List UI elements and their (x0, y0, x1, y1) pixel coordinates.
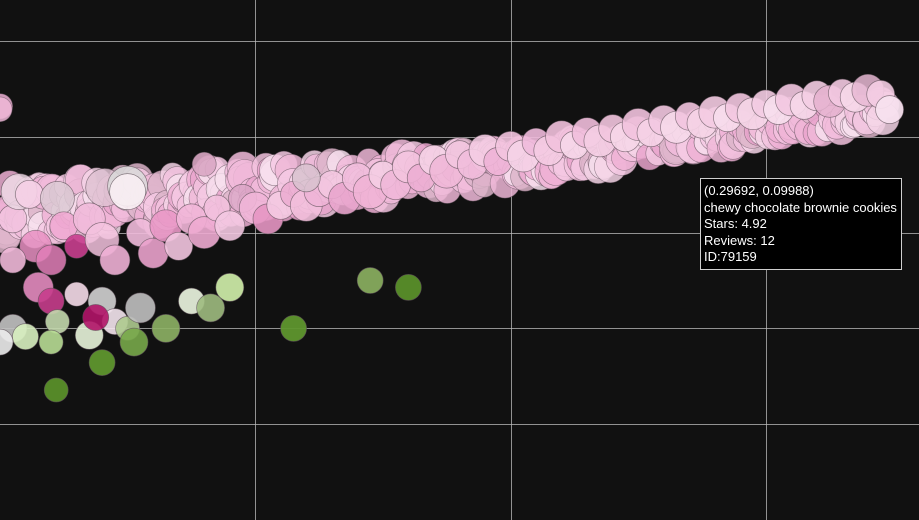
data-point-75[interactable] (191, 151, 217, 177)
tooltip-reviews: Reviews: 12 (704, 232, 775, 248)
data-point-79[interactable] (64, 281, 89, 307)
data-point-tooltip: (0.29692, 0.09988) chewy chocolate brown… (700, 178, 902, 270)
tooltip-coordinates: (0.29692, 0.09988) (704, 183, 814, 198)
data-point-3[interactable] (0, 246, 27, 274)
band-point-1[interactable] (0, 96, 13, 122)
data-point-89[interactable] (119, 327, 149, 357)
data-point-91[interactable] (151, 314, 181, 343)
data-points[interactable] (0, 73, 904, 403)
tooltip-recipe-name: chewy chocolate brownie cookies (704, 199, 897, 215)
data-point-90[interactable] (125, 292, 156, 324)
tooltip-stars: Stars: 4.92 (704, 216, 767, 232)
data-point-22[interactable] (214, 210, 246, 242)
data-point-16[interactable] (137, 237, 169, 269)
data-point-5[interactable] (40, 181, 75, 216)
data-point-4[interactable] (15, 179, 44, 209)
data-point-88[interactable] (38, 329, 64, 355)
data-point-99[interactable] (43, 377, 69, 403)
data-point-85[interactable] (82, 304, 110, 331)
data-point-74[interactable] (875, 95, 904, 124)
data-point-95[interactable] (280, 315, 307, 342)
data-point-94[interactable] (215, 273, 245, 302)
data-point-6[interactable] (35, 244, 67, 276)
data-point-98[interactable] (88, 349, 116, 376)
tooltip-id: ID:79159 (704, 249, 757, 265)
data-point-18[interactable] (164, 231, 194, 261)
data-point-76[interactable] (291, 163, 321, 193)
data-point-93[interactable] (196, 293, 225, 323)
data-point-96[interactable] (356, 267, 384, 294)
data-point-87[interactable] (12, 323, 39, 350)
data-point-100[interactable] (0, 328, 14, 356)
data-point-11[interactable] (99, 244, 131, 276)
data-point-14[interactable] (109, 173, 146, 210)
data-point-97[interactable] (395, 274, 422, 301)
